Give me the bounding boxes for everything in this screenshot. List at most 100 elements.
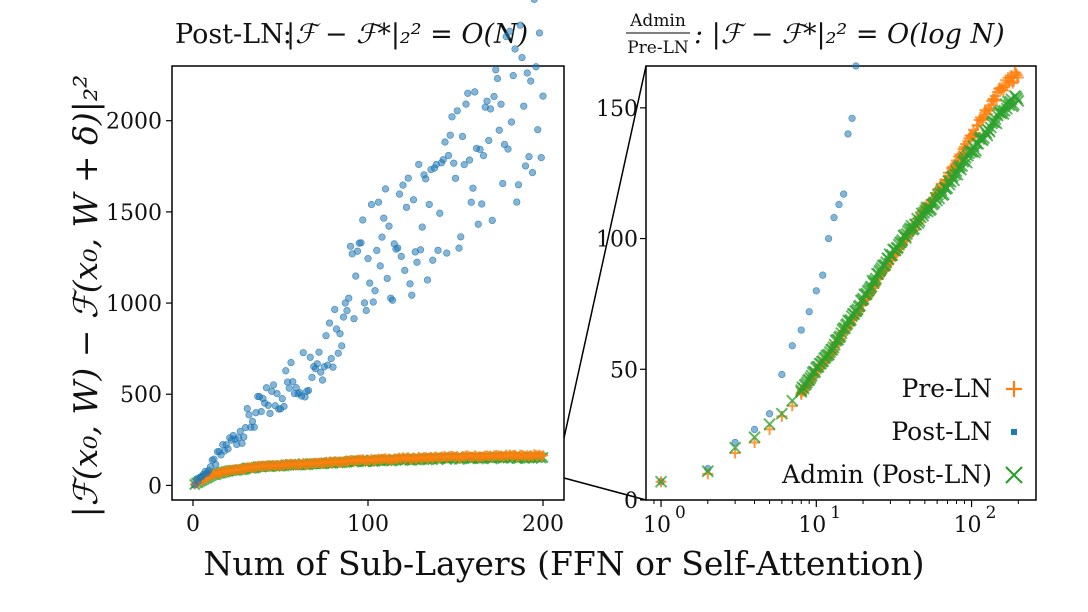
left-point-post-ln <box>528 169 537 177</box>
left-point-post-ln <box>262 384 271 392</box>
left-title-prefix: Post-LN: <box>175 19 292 50</box>
left-point-post-ln <box>455 244 463 252</box>
left-point-post-ln <box>520 102 528 110</box>
left-point-post-ln <box>367 200 376 209</box>
left-point-post-ln <box>352 272 360 280</box>
left-point-post-ln <box>383 274 391 283</box>
left-point-post-ln <box>416 246 425 254</box>
left-point-post-ln <box>345 294 353 302</box>
right-point-pre-ln <box>1007 77 1019 89</box>
left-point-post-ln <box>513 198 521 206</box>
left-point-post-ln <box>357 239 365 247</box>
left-point-post-ln <box>539 92 547 100</box>
left-point-post-ln <box>444 151 453 160</box>
right-point-post-ln <box>819 271 827 279</box>
legend-marker-admin <box>1005 466 1023 484</box>
right-point-admin-post-ln <box>748 431 761 444</box>
right-point-post-ln <box>812 287 820 295</box>
left-point-post-ln <box>464 89 472 97</box>
left-point-post-ln <box>374 198 383 206</box>
left-point-post-ln <box>401 266 409 274</box>
right-point-post-ln <box>825 234 833 243</box>
left-point-post-ln <box>499 179 507 188</box>
left-point-post-ln <box>278 395 286 403</box>
left-point-pre-ln <box>538 450 548 461</box>
legend-marker-post-ln <box>1011 429 1017 435</box>
left-point-post-ln <box>502 33 510 41</box>
left-y-tick-label: 0 <box>148 474 162 499</box>
left-point-post-ln <box>476 145 484 154</box>
left-point-post-ln <box>406 280 414 288</box>
legend-swatch <box>1006 381 1022 397</box>
left-point-post-ln <box>488 216 496 224</box>
left-y-tick-label: 1500 <box>106 201 162 226</box>
left-point-post-ln <box>238 439 246 447</box>
right-point-post-ln <box>844 130 852 138</box>
right-point-pre-ln <box>786 400 798 412</box>
left-point-post-ln <box>514 181 523 189</box>
left-point-post-ln <box>486 105 495 113</box>
left-point-post-ln <box>325 319 334 327</box>
left-point-post-ln <box>409 196 418 204</box>
right-point-admin-post-ln <box>728 441 742 454</box>
legend-label-admin: Admin (Post-LN) <box>781 460 992 489</box>
left-point-post-ln <box>460 161 468 169</box>
left-point-post-ln <box>451 174 460 182</box>
right-axes-frame <box>645 65 1037 501</box>
right-point-admin-post-ln <box>827 341 840 354</box>
right-point-post-ln <box>750 425 759 434</box>
left-point-post-ln <box>336 330 344 338</box>
left-point-post-ln <box>425 200 433 209</box>
right-point-pre-ln <box>1012 72 1024 84</box>
legend-marker-pre-ln <box>1006 381 1022 397</box>
left-point-post-ln <box>441 138 449 146</box>
left-point-post-ln <box>224 445 232 453</box>
left-point-post-ln <box>446 131 454 139</box>
left-point-post-ln <box>378 233 386 241</box>
left-point-post-ln <box>497 100 505 108</box>
left-point-post-ln <box>523 69 531 77</box>
left-point-post-ln <box>273 390 281 398</box>
right-x-tick-exponent: 1 <box>830 503 841 523</box>
left-point-post-ln <box>289 378 297 386</box>
left-point-post-ln <box>439 156 447 164</box>
left-point-post-ln <box>448 113 456 121</box>
left-marks <box>189 0 549 491</box>
right-point-pre-ln <box>764 423 776 435</box>
left-point-post-ln <box>434 246 442 254</box>
left-point-post-ln <box>240 433 248 441</box>
left-point-post-ln <box>264 401 272 409</box>
y-axis-label: |ℱ(x₀, W) − ℱ(x₀, W + δ)|₂² <box>66 75 105 518</box>
right-point-pre-ln <box>999 81 1011 93</box>
left-point-post-ln <box>299 349 307 357</box>
left-point-post-ln <box>415 160 423 169</box>
right-point-admin-post-ln <box>1012 94 1025 108</box>
legend-label-pre-ln: Pre-LN <box>902 374 993 403</box>
left-x-tick-label: 0 <box>186 512 200 537</box>
left-point-post-ln <box>343 306 351 315</box>
right-x-tick-exponent: 0 <box>675 503 686 523</box>
right-point-pre-ln <box>749 436 761 448</box>
left-point-post-ln <box>462 100 470 108</box>
left-point-post-ln <box>245 411 253 419</box>
left-point-post-ln <box>369 298 377 306</box>
left-y-tick-label: 1000 <box>106 292 162 317</box>
left-point-post-ln <box>318 376 327 384</box>
left-point-post-ln <box>381 185 390 193</box>
left-point-post-ln <box>457 233 465 241</box>
left-point-post-ln <box>212 460 220 469</box>
left-point-post-ln <box>402 203 411 211</box>
legend-swatch <box>1005 466 1023 484</box>
left-point-post-ln <box>534 126 542 134</box>
left-point-post-ln <box>397 252 405 260</box>
left-point-post-ln <box>436 209 444 217</box>
right-marks <box>654 62 1025 488</box>
left-point-post-ln <box>511 45 519 53</box>
right-point-post-ln <box>848 114 856 122</box>
left-point-post-ln <box>395 190 404 198</box>
right-title-top: Admin <box>629 11 686 31</box>
left-point-post-ln <box>537 154 545 162</box>
right-point-post-ln <box>765 410 774 418</box>
left-point-post-ln <box>469 184 477 192</box>
